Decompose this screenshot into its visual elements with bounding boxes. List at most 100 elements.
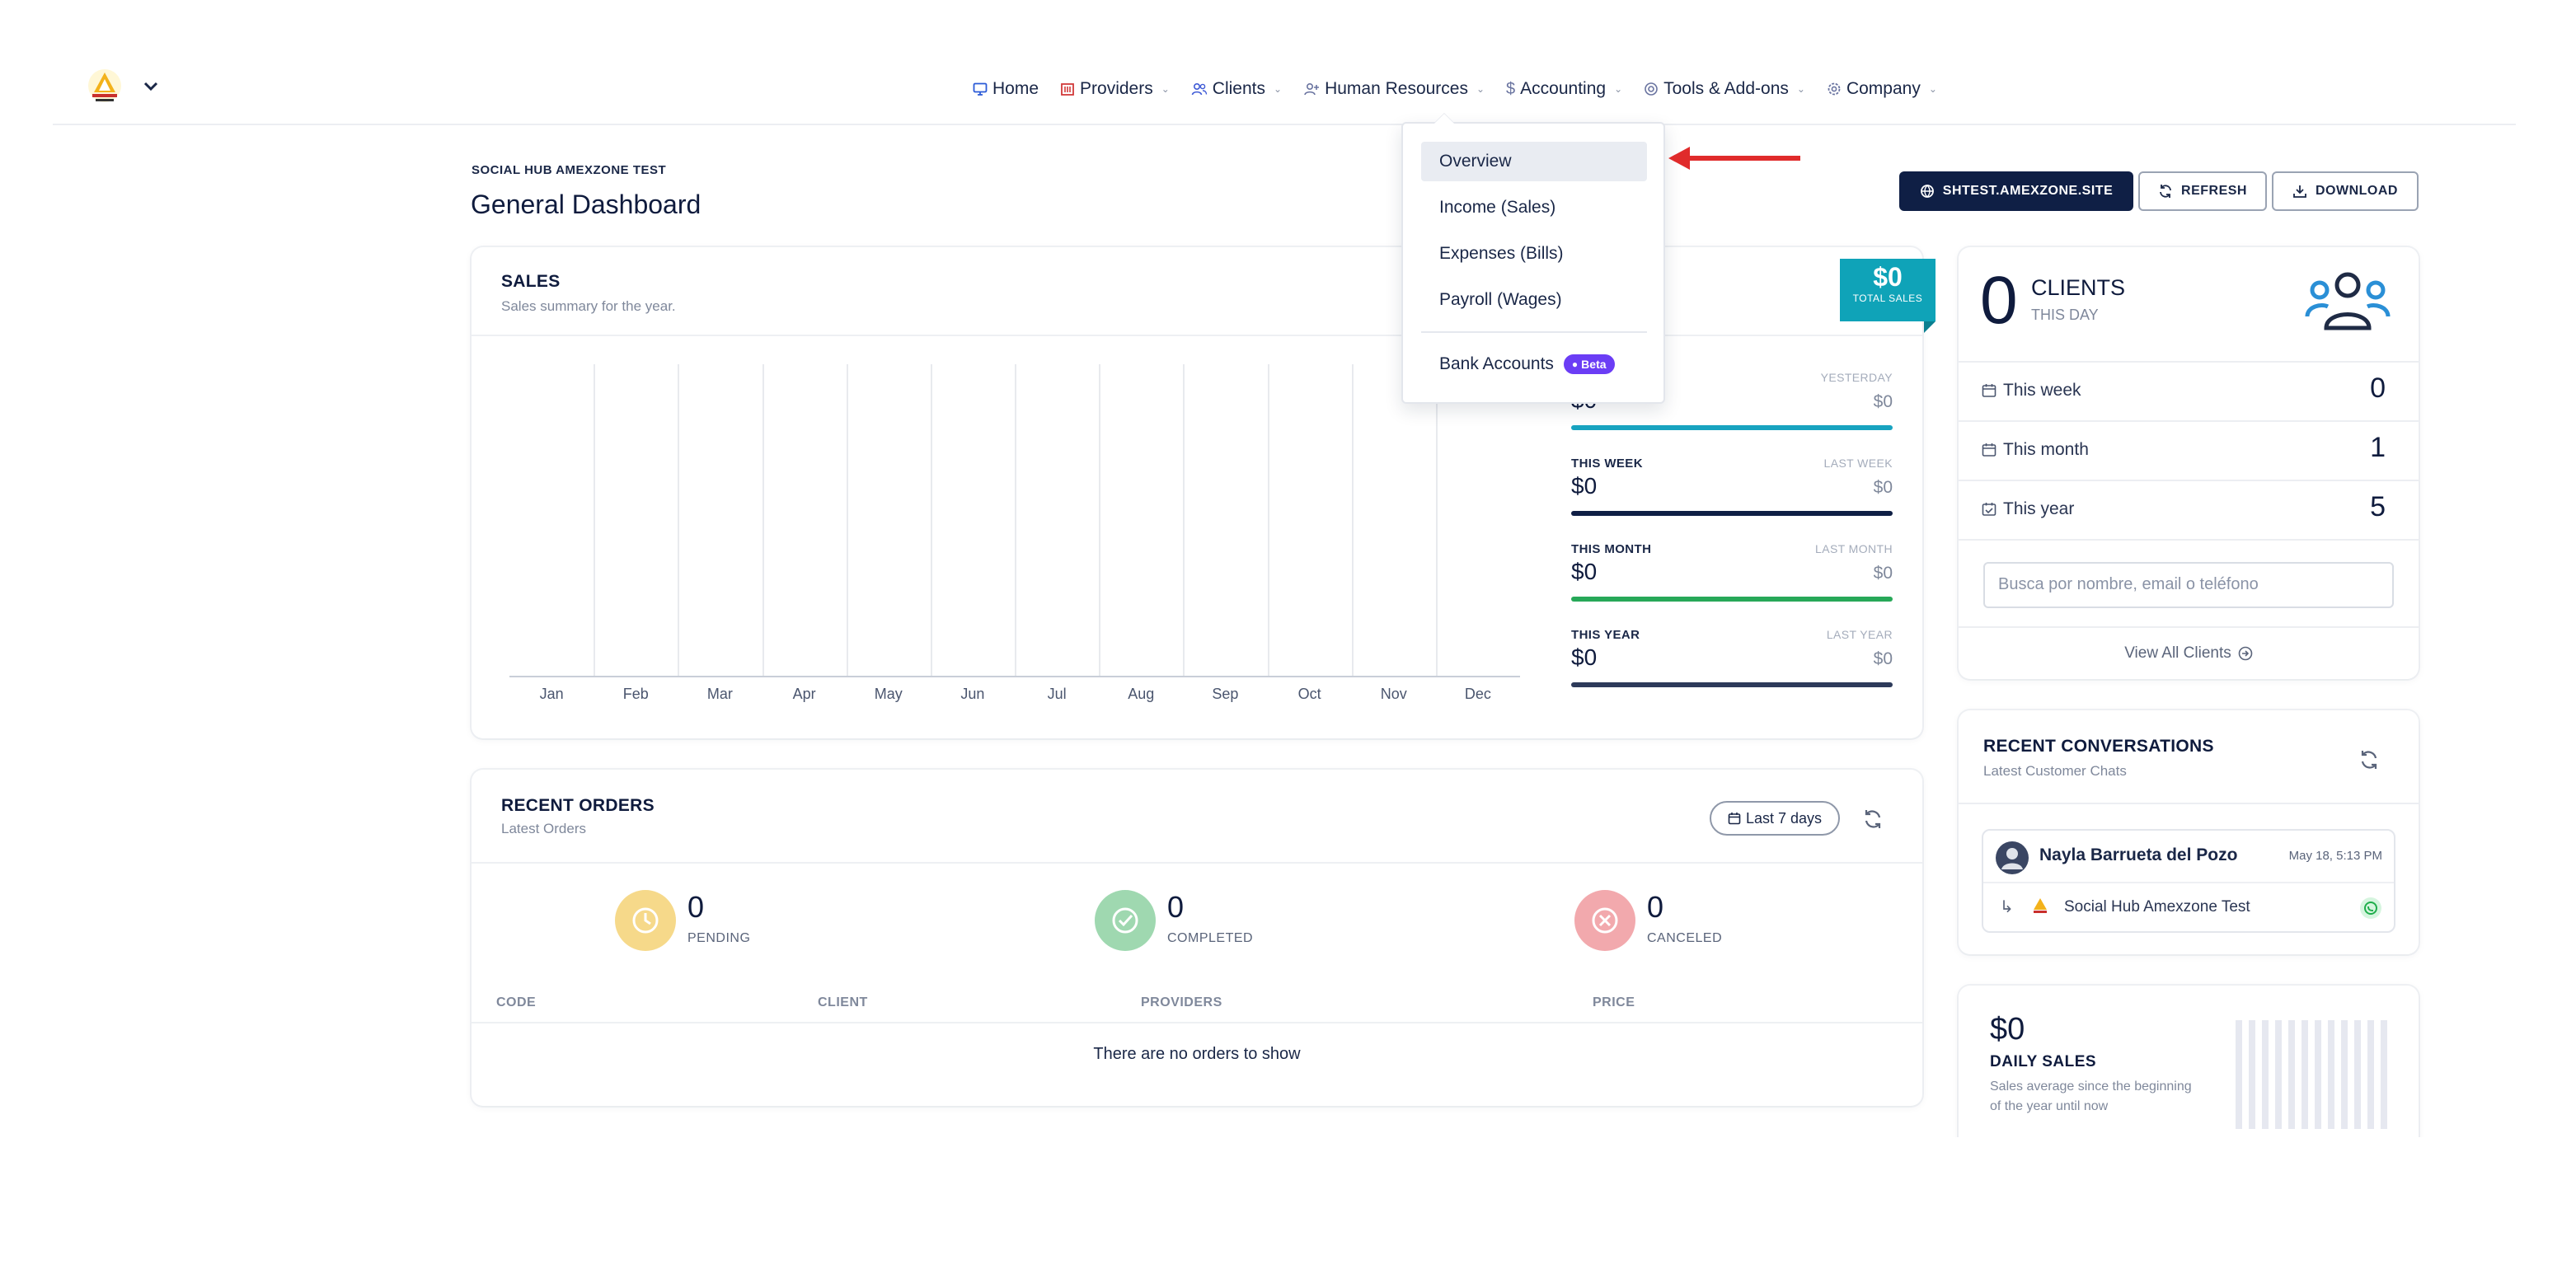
sparkline-bar [2328,1020,2334,1129]
completed-label: COMPLETED [1167,931,1254,945]
refresh-orders-icon[interactable] [1861,808,1884,831]
users-icon [2305,272,2391,330]
dollar-icon: $ [1506,79,1516,98]
canceled-label: CANCELED [1647,931,1723,945]
chevron-down-icon: ⌄ [1928,83,1937,95]
menu-item-payroll[interactable]: Payroll (Wages) [1439,290,1562,309]
chevron-down-icon: ⌄ [1614,83,1623,95]
conversations-title: RECENT CONVERSATIONS [1983,737,2214,756]
beta-label: Beta [1581,358,1607,371]
chart-x-tick-label: Jul [1047,686,1067,702]
row-label: This week [2003,381,2081,400]
sparkline-bar [2367,1020,2374,1129]
stat-prev-label: LAST YEAR [1826,628,1893,641]
menu-item-expenses[interactable]: Expenses (Bills) [1439,244,1564,263]
conversation-time: May 18, 5:13 PM [2288,849,2382,863]
nav-home[interactable]: Home [968,76,1044,102]
view-all-label: View All Clients [2124,644,2231,662]
completed-count: 0 [1167,890,1185,924]
column-header-price: PRICE [1593,995,1635,1009]
nav-clients[interactable]: Clients ⌄ [1186,76,1287,102]
row-value: 1 [2370,432,2386,463]
chart-gridline [1351,364,1354,677]
stat-prev-label: LAST WEEK [1823,457,1893,470]
completed-badge [1095,890,1156,951]
total-sales-value: $0 [1873,262,1903,292]
brand[interactable] [86,68,158,105]
conversation-item[interactable]: Nayla Barrueta del Pozo May 18, 5:13 PM … [1982,829,2395,933]
clients-divider [1959,626,2419,628]
conversation-contact: Nayla Barrueta del Pozo [2039,845,2238,864]
menu-item-bank-accounts[interactable]: Bank Accounts ● Beta [1421,344,1647,384]
chart-x-tick-label: May [874,686,903,702]
nav-label: Human Resources [1325,79,1468,98]
chart-x-tick-label: Mar [706,686,733,702]
chart-x-tick-label: Aug [1128,686,1155,702]
chart-x-tick-label: Feb [622,686,649,702]
chart-gridline [1099,364,1101,677]
page-title: General Dashboard [471,190,701,219]
sparkline-bar [2341,1020,2348,1129]
total-sales-label: TOTAL SALES [1852,293,1923,304]
column-header-code: CODE [496,995,537,1009]
orders-title: RECENT ORDERS [501,796,655,815]
orders-subtitle: Latest Orders [501,821,586,836]
download-button[interactable]: DOWNLOAD [2272,171,2419,211]
calendar-icon [1982,384,1997,397]
conversations-subtitle: Latest Customer Chats [1983,763,2127,779]
pending-label: PENDING [687,931,751,945]
clients-row-month: This month 1 [1959,420,2419,481]
chart-gridline [930,364,932,677]
channel-logo [2034,898,2047,913]
stat-value: $0 [1571,559,1598,584]
clients-label: CLIENTS [2031,275,2126,300]
sparkline-bar [2249,1020,2255,1129]
nav-providers[interactable]: Providers ⌄ [1055,76,1175,102]
stat-prev-value: $0 [1873,478,1893,497]
calendar-icon [1728,813,1741,825]
stat-label: THIS YEAR [1571,628,1640,642]
reply-arrow-icon: ↳ [2000,898,2014,916]
nav-label: Providers [1080,79,1153,98]
menu-item-income[interactable]: Income (Sales) [1439,198,1556,217]
chart-x-tick-label: Oct [1297,686,1321,702]
refresh-conversations-icon[interactable] [2358,748,2381,771]
sparkline-bar [2275,1020,2282,1129]
daily-sales-label: DAILY SALES [1990,1053,2097,1070]
sales-card [472,247,1922,738]
chevron-down-icon[interactable] [143,82,158,91]
top-navbar: Home Providers ⌄ Clients ⌄ Human Resourc… [53,48,2516,125]
menu-item-label: Bank Accounts [1439,354,1554,373]
daily-sales-desc-1: Sales average since the beginning [1990,1080,2192,1094]
menu-item-overview[interactable]: Overview [1421,142,1647,181]
refresh-icon [2160,185,2171,198]
nav-human-resources[interactable]: Human Resources ⌄ [1298,76,1490,102]
nav-tools-addons[interactable]: Tools & Add-ons ⌄ [1639,76,1810,102]
chart-baseline [509,676,1520,677]
chevron-down-icon: ⌄ [1274,83,1283,95]
sales-title: SALES [501,272,561,291]
sales-subtitle: Sales summary for the year. [501,298,676,314]
site-button[interactable]: SHTEST.AMEXZONE.SITE [1899,171,2133,211]
sparkline-bar [2262,1020,2269,1129]
empty-orders-message: There are no orders to show [1093,1045,1301,1063]
nav-label: Company [1846,79,1921,98]
clock-icon [632,907,659,934]
sparkline-bar [2236,1020,2242,1129]
daily-sales-sparkline [2236,1020,2394,1129]
view-all-clients-link[interactable]: View All Clients [1959,644,2419,663]
nav-company[interactable]: Company ⌄ [1822,76,1942,102]
conversation-divider [1983,882,2394,883]
sparkline-bar [2354,1020,2361,1129]
refresh-button[interactable]: REFRESH [2138,171,2267,211]
badge-fold [1924,321,1936,333]
stat-prev-label: YESTERDAY [1820,371,1893,384]
sparkline-bar [2315,1020,2321,1129]
date-filter-button[interactable]: Last 7 days [1710,801,1840,836]
refresh-button-label: REFRESH [2181,184,2247,198]
nav-accounting[interactable]: $ Accounting ⌄ [1501,76,1627,102]
download-button-label: DOWNLOAD [2316,184,2398,198]
clients-divider [1959,539,2419,541]
client-search-input[interactable]: Busca por nombre, email o teléfono [1983,562,2394,608]
whatsapp-icon [2360,897,2381,919]
